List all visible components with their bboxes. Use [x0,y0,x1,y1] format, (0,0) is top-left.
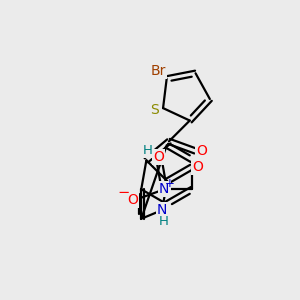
Text: −: − [117,185,129,200]
Text: +: + [165,178,175,190]
Text: O: O [196,144,207,158]
Text: O: O [193,160,203,174]
Text: S: S [150,103,159,117]
Text: N: N [157,203,167,217]
Text: H: H [143,144,153,158]
Text: O: O [128,193,138,207]
Text: O: O [153,150,164,164]
Text: Br: Br [151,64,166,78]
Text: H: H [159,215,169,228]
Text: N: N [159,182,169,196]
